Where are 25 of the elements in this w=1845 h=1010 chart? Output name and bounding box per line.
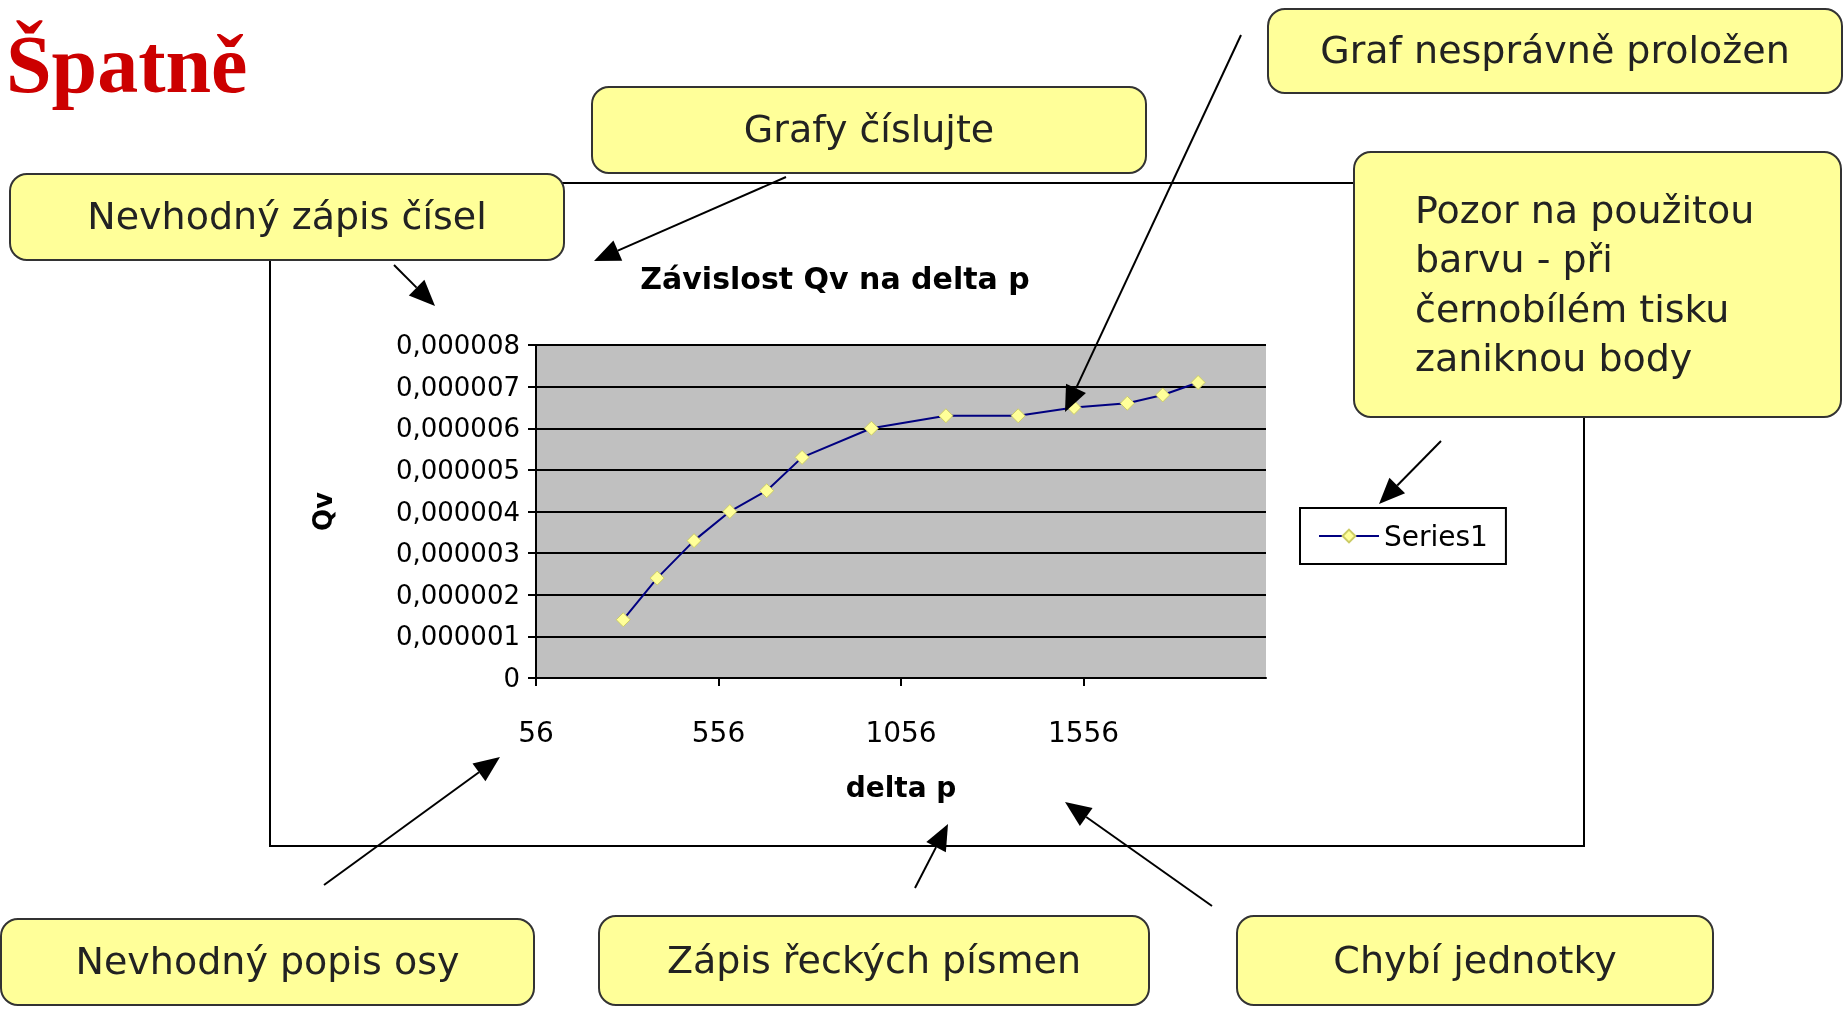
text: Nevhodný zápis čísel (9, 173, 565, 261)
text: Graf nesprávně proložen (1267, 8, 1843, 94)
y-tick-label: 0,000006 (395, 413, 520, 444)
x-tick-label: 556 (691, 715, 746, 749)
y-tick-label: 0,000001 (395, 621, 520, 652)
text: Zápis řeckých písmen (598, 915, 1150, 1006)
chart-title: Závislost Qv na delta p (640, 260, 1030, 296)
y-tick-label: 0,000005 (395, 454, 520, 485)
legend-label: Series1 (1384, 519, 1488, 553)
text: Grafy číslujte (591, 86, 1147, 174)
text: Špatně (6, 18, 248, 112)
x-tick-label: 1556 (1047, 715, 1120, 749)
y-tick-label: 0 (503, 663, 520, 693)
y-axis-title: Qv (308, 491, 338, 532)
y-tick-label: 0,000003 (395, 538, 520, 569)
text: Nevhodný popis osy (0, 918, 535, 1006)
y-tick-label: 0,000004 (395, 496, 520, 527)
x-tick-label: 1056 (865, 715, 937, 749)
x-axis-title: delta p (845, 770, 957, 804)
y-tick-label: 0,000002 (395, 579, 520, 610)
y-tick-label: 0,000008 (395, 330, 520, 360)
x-tick-label: 56 (518, 715, 554, 749)
text: Pozor na použitou barvu - při černobílém tisku zaniknou body (1353, 151, 1842, 418)
y-tick-label: 0,000007 (395, 371, 520, 402)
text: Chybí jednotky (1236, 915, 1714, 1006)
